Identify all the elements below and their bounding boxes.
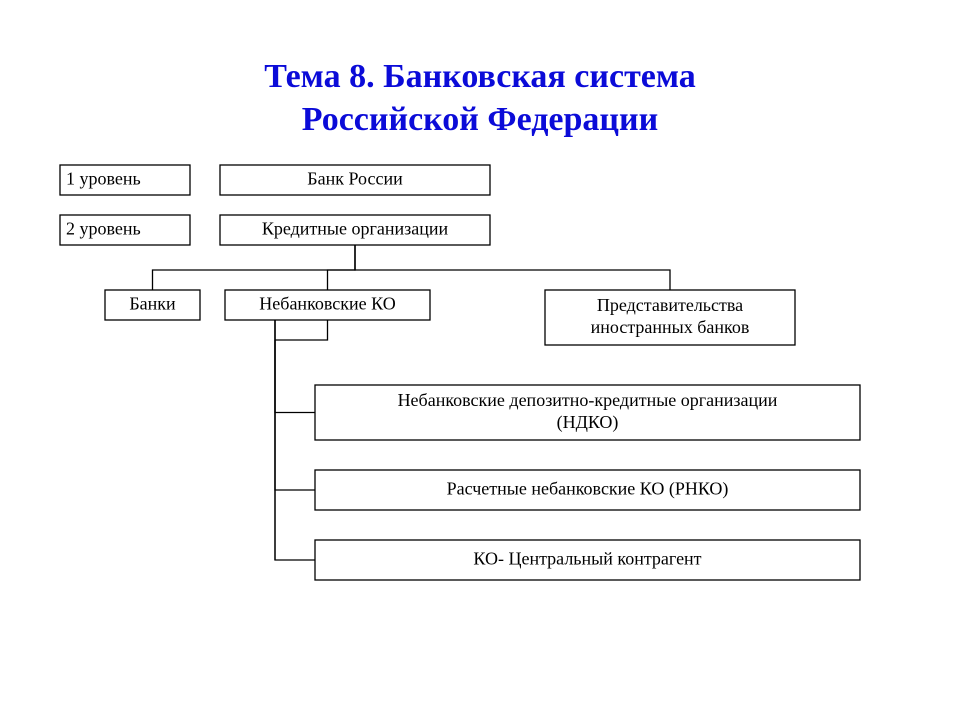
node-foreign-label-1: иностранных банков	[591, 317, 750, 337]
node-foreign: Представительстваиностранных банков	[545, 290, 795, 345]
node-credOrg: Кредитные организации	[220, 215, 490, 245]
node-ndko-label-0: Небанковские депозитно-кредитные организ…	[398, 390, 778, 410]
edge-nko-rnko	[275, 320, 315, 490]
node-ccp: КО- Центральный контрагент	[315, 540, 860, 580]
node-foreign-label-0: Представительства	[597, 295, 743, 315]
edge-credOrg-nko	[328, 245, 356, 290]
node-credOrg-label-0: Кредитные организации	[262, 219, 449, 239]
node-banks-label-0: Банки	[129, 294, 176, 314]
node-nko: Небанковские КО	[225, 290, 430, 320]
node-bankRussia-label-0: Банк России	[307, 169, 403, 189]
edge-credOrg-banks	[153, 245, 356, 290]
nodes: 1 уровень Банк России 2 уровень Кредитные о…	[60, 165, 860, 580]
node-ccp-label-0: КО- Центральный контрагент	[473, 549, 701, 569]
node-rnko: Расчетные небанковские КО (РНКО)	[315, 470, 860, 510]
edge-nko-ndko	[275, 320, 315, 413]
node-ndko-label-1: (НДКО)	[557, 412, 619, 433]
org-chart-diagram: 1 уровень Банк России 2 уровень Кредитные о…	[0, 0, 960, 720]
node-level2-label-0: 2 уровень	[66, 219, 141, 239]
node-rnko-label-0: Расчетные небанковские КО (РНКО)	[447, 479, 729, 500]
node-level1: 1 уровень	[60, 165, 190, 195]
edge-drop-nko	[275, 320, 328, 340]
node-banks: Банки	[105, 290, 200, 320]
node-bankRussia: Банк России	[220, 165, 490, 195]
edge-credOrg-foreign	[355, 245, 670, 290]
node-ndko: Небанковские депозитно-кредитные организ…	[315, 385, 860, 440]
node-level1-label-0: 1 уровень	[66, 169, 141, 189]
node-level2: 2 уровень	[60, 215, 190, 245]
node-nko-label-0: Небанковские КО	[259, 294, 395, 314]
edge-nko-ccp	[275, 320, 315, 560]
